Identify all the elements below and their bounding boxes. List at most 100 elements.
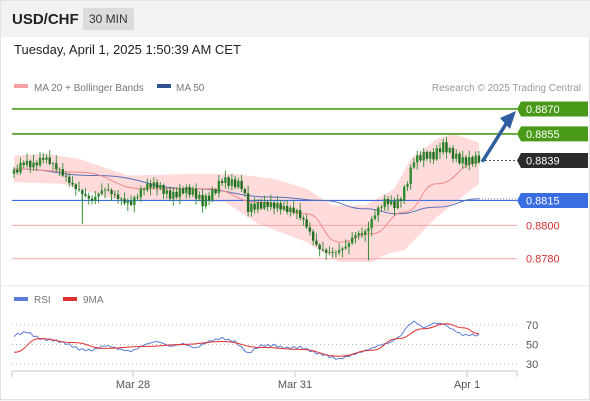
candle-body [370,218,373,229]
candle-body [292,207,295,213]
candle-body [354,235,357,238]
price-tag-current: 0.8839 [526,156,560,168]
candle-body [90,198,94,201]
candle-body [474,155,477,164]
candle-body [116,194,120,200]
candle-body [357,233,360,236]
candle-body [51,163,55,165]
candle-body [172,191,175,199]
candle-body [71,182,74,185]
candle-body [168,190,172,199]
candle-body [363,231,367,235]
candle-body [318,244,321,250]
projection-arrow-shaft [481,122,508,163]
candle-body [240,180,243,190]
candle-body [289,207,292,212]
candle-body [373,215,377,219]
candle-body [419,155,422,161]
candle-body [58,169,61,171]
candle-body [29,160,32,168]
candle-body [448,148,451,153]
ma9-legend-label: 9MA [83,295,104,306]
candle-body [471,157,474,164]
candle-body [350,237,354,244]
candle-body [468,157,471,165]
candle-body [302,217,305,220]
x-tick-label: Mar 28 [116,379,150,391]
candle-body [253,203,256,210]
candle-body [194,188,198,199]
candle-body [100,190,103,194]
candle-body [110,190,113,195]
candle-body [393,201,396,209]
candle-body [68,176,71,183]
candle-body [211,189,214,201]
candle-body [435,148,438,160]
candle-body [305,219,308,228]
price-tag-bg-resistance [517,101,588,117]
candle-body [152,182,156,188]
candle-body [45,157,48,160]
candle-body [279,203,282,210]
candle-body [198,194,201,199]
candle-body [282,205,286,210]
rsi-lines-layer [13,320,480,360]
candle-body [409,167,412,185]
candle-body [94,196,97,201]
candle-body [178,188,182,198]
candle-body [159,185,162,189]
candle-body [230,179,234,186]
x-tick-label: Mar 31 [278,379,312,391]
candle-body [74,184,77,190]
candle-body [360,233,364,235]
price-tags-layer: 0.8870 0.8855 0.8839 0.8815 0.8800 0.8780 [517,101,588,266]
candle-body [233,179,237,188]
candle-body [272,202,276,209]
candle-body [77,189,81,191]
candle-body [16,169,19,173]
x-axis-ticks: Mar 28 Mar 31 Apr 1 [11,371,518,391]
candle-body [458,153,461,164]
price-tag-bg-resistance [517,126,588,142]
rsi-legend-label: RSI [34,295,51,306]
candle-body [155,182,159,189]
candle-body [181,188,185,194]
candle-body [285,205,289,212]
rsi-tick-label: 50 [526,339,538,351]
candle-body [445,142,448,153]
candle-body [237,180,240,188]
candle-body [207,195,211,201]
candle-body [461,157,464,164]
candle-body [477,155,481,163]
candle-body [126,201,130,204]
candle-body [269,202,273,208]
candle-body [61,169,64,176]
bollinger-band-layer [14,133,479,262]
ma50-legend-label: MA 50 [176,83,205,94]
candle-body [390,201,393,205]
candle-body [438,148,442,153]
rsi-ma-line [13,323,480,357]
candle-body [341,248,344,251]
candle-body [256,202,260,210]
candle-body [295,210,299,213]
candle-body [38,157,42,166]
candle-body [48,157,51,164]
candle-body [399,199,403,201]
candle-body [185,187,188,194]
candle-body [266,202,269,208]
candle-body [376,207,380,216]
candle-body [191,188,195,195]
candle-body [201,194,204,207]
candle-body [136,197,139,199]
candle-body [175,191,178,198]
ma50-legend-swatch [157,84,171,88]
ma20-legend-swatch [14,84,28,88]
timeframe-badge[interactable]: 30 MIN [83,8,134,30]
candle-body [162,185,165,194]
ma20-legend-label: MA 20 + Bollinger Bands [34,83,144,94]
candle-body [324,249,328,253]
candle-body [425,151,429,159]
candle-body [380,207,383,208]
